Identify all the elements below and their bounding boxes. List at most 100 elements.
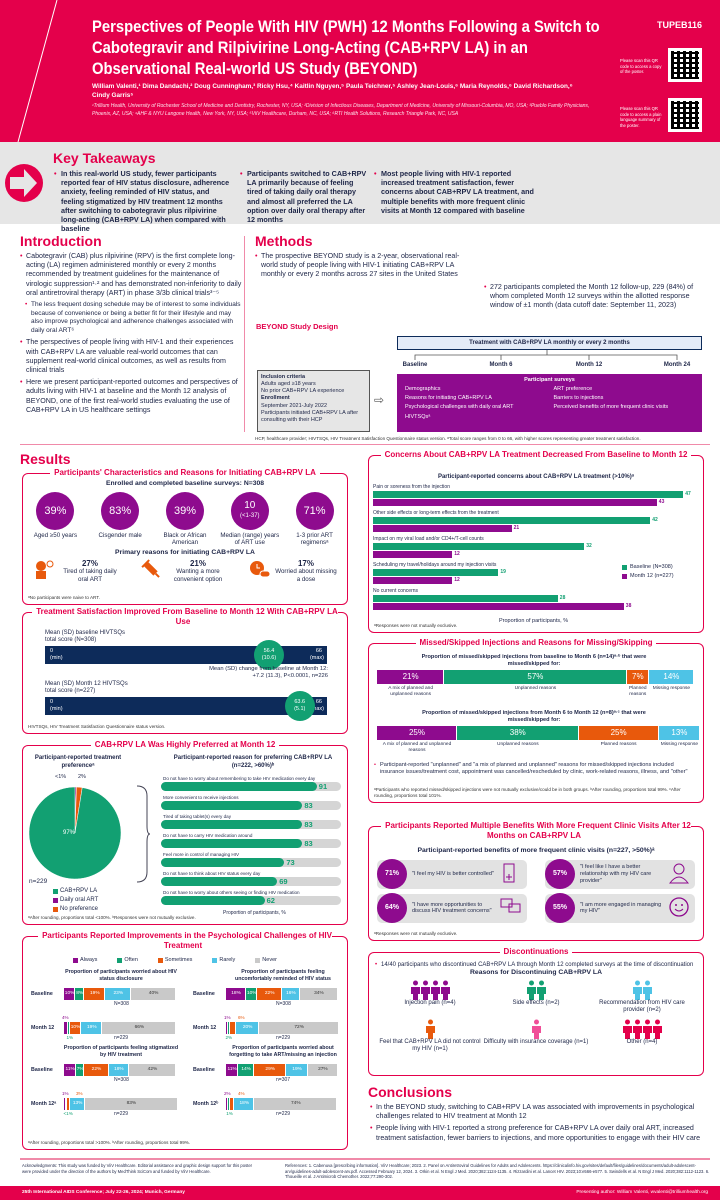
survey-item: Perceived benefits of more frequent clin… [553,404,669,411]
stat-value: 83% [109,504,132,517]
speech-bubbles-icon [500,896,522,921]
legend-item: Daily oral ART [53,897,98,904]
bar-value-label: 12 [454,551,460,557]
segment [377,726,457,740]
panel-subtitle: Reasons for Discontinuing CAB+RPV LA [470,969,602,976]
benefit-label: "I feel my HIV is better controlled" [412,871,494,878]
max-sub: (max) [309,655,324,661]
legend-item: No preference [53,906,98,913]
person-figure-icon [526,980,536,1000]
n-label: n=229 [276,1035,291,1041]
segment-label: 19% [87,1025,97,1030]
segment [444,670,627,684]
legend-label: Always [80,957,98,963]
segment-category: Missing response [652,686,691,691]
segment-label: 72% [294,1025,304,1030]
segment-label: 22% [264,991,275,996]
stacked-segment-never [102,1022,177,1034]
stacked-segment-rarely [105,988,132,1000]
segment-label: 38% [509,728,526,737]
intro-bullet: The less frequent dosing schedule may be… [25,301,242,335]
discontinuation-bullet: 14/40 participants who discontinued CAB+… [375,961,697,969]
category-label: Pain or soreness from the injection [373,484,450,490]
reason-text: 17% Worried about missing a dose [275,559,337,583]
benefit-value: 57% [552,870,567,878]
legend-item: Always [73,957,97,964]
stacked-segment-rarely [108,1064,129,1076]
legend-label: Often [124,957,138,963]
legend-swatch [53,907,58,912]
panel-title: CAB+RPV LA Was Highly Preferred at Month… [90,740,280,749]
affiliations: ¹Trillium Health, University of Rocheste… [92,103,590,117]
benefit-label: "I have more opportunities to discuss HI… [412,901,492,915]
doctor-icon [668,862,690,887]
takeaway-item: Participants switched to CAB+RPV LA prim… [240,169,370,224]
benefit-label: "I feel like I have a better relationshi… [580,864,652,884]
benefit-card: 57% "I feel like I have a better relation… [545,859,695,890]
segment-label: 10% [246,991,257,996]
mean-marker: 63.6 (5.1) [284,691,315,721]
segment-label: 1% [226,1111,233,1116]
bar-value-label: 83 [304,839,313,848]
legend-swatch [53,898,58,903]
stacked-segment-sometimes [69,1022,82,1034]
min-sub: (min) [50,706,63,712]
bar-value-label: 91 [318,782,328,791]
section-divider [20,444,710,445]
segment-label: 74% [291,1101,301,1106]
reason-item: 27% Tired of taking daily oral ART [33,559,121,584]
panel-subtitle: Enrolled and completed baseline surveys:… [105,480,265,487]
bar-category-label: Do not have to worry about remembering t… [163,776,316,781]
legend-swatch [53,889,58,894]
inclusion-item: No prior CAB+RPV LA experience [261,388,345,395]
bar [161,877,278,886]
bar-value-label: 43 [658,499,665,505]
legend-swatch [212,958,218,964]
segment-category: Planned reasons [600,742,637,747]
bar [161,801,303,810]
segment-label: 7% [632,672,644,681]
qr-code-summary[interactable] [668,98,702,132]
stacked-segment-often [76,1064,85,1076]
person-icon [377,980,483,1000]
panel-title: Participants' Characteristics and Reason… [50,468,320,477]
concerns-panel: Concerns About CAB+RPV LA Treatment Decr… [368,450,704,633]
inclusion-item: Adults aged ≥18 years [261,381,316,388]
footnote: ᵃAfter rounding, proportions total >100%… [28,1140,191,1146]
segment-label: 16% [286,991,296,996]
bar-value-label: 12 [454,577,460,583]
enrollment-title: Enrollment [261,395,290,402]
person-figure-icon [536,980,546,1000]
person-figure-icon [410,980,420,1000]
score-bar: 0 (min) 66 (max) 63.6 (5.1) [45,691,327,721]
n-label: N=308 [114,1001,129,1007]
stat-item: 39% Aged ≥50 years [25,491,85,547]
stat-item: 83% Cisgender male [90,491,150,547]
segment-label: 11% [227,1067,237,1072]
references: References: 1. Cabenuva [prescribing inf… [285,1163,710,1179]
bar-value-label: 21 [513,525,520,531]
person-figure-icon [652,1019,662,1039]
segment-category: Unplanned reasons [496,742,539,747]
bar-value-label: 42 [652,517,658,523]
segment-label: 23% [113,991,124,996]
segment-label: 18% [231,991,241,996]
timeline-bracket [414,350,678,360]
segment [578,726,659,740]
reasons-title: Primary reasons for initiating CAB+RPV L… [115,548,255,556]
pie-label: 97% [63,830,76,836]
qr-code-poster[interactable] [668,48,702,82]
timepoint-label: Month 6 [489,362,513,368]
benefit-value: 55% [552,904,567,912]
person-icon [377,1019,483,1039]
stacked-segment-rarely [81,1022,103,1034]
methods-bullet: The prospective BEYOND study is a 2-year… [255,252,475,280]
stacked-segment-always [226,988,247,1000]
segment-label: 19% [89,991,100,996]
introduction-heading: Introduction [20,233,102,249]
timepoint-label: Baseline [402,362,428,368]
discontinuations-panel: Discontinuations 14/40 participants who … [368,947,704,1076]
segment-label: 1% [62,1091,69,1096]
brace-icon [136,785,151,883]
segment [626,670,649,684]
